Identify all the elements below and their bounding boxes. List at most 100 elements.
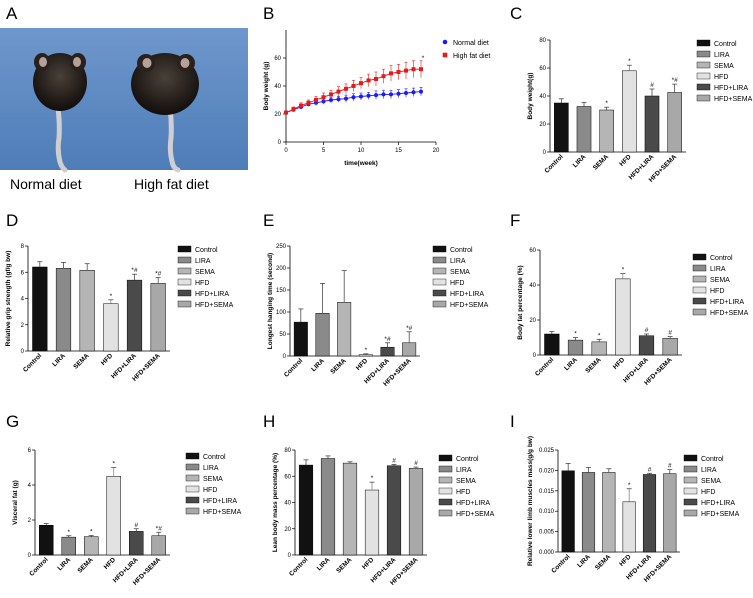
legend-label-c: HFD+LIRA — [714, 85, 748, 92]
data-point-b — [359, 94, 363, 99]
legend-swatch-f — [692, 297, 707, 305]
y-tick-label-g: 2 — [28, 518, 32, 524]
x-tick-label-d: HFD — [100, 352, 115, 367]
significance-mark-c: * — [628, 58, 631, 65]
data-point-b — [411, 90, 416, 95]
data-point-b — [351, 84, 356, 88]
legend-label-g: HFD+LIRA — [203, 498, 237, 505]
significance-mark-b: * — [422, 55, 425, 62]
y-tick-label-c: 20 — [539, 122, 546, 128]
mouse-photo — [0, 28, 248, 173]
y-tick-label-e: 100 — [276, 310, 287, 316]
x-axis-label-b: time(week) — [344, 160, 378, 167]
bar-g — [84, 536, 99, 556]
x-tick-label-e: LIRA — [310, 357, 326, 373]
legend-label-f: Control — [710, 255, 733, 262]
x-tick-label-e: Control — [283, 357, 304, 378]
legend-label-g: Control — [203, 454, 226, 461]
bar-h — [342, 462, 358, 556]
significance-mark-c: *# — [672, 77, 679, 84]
bar-i — [663, 473, 677, 553]
bar-h — [298, 464, 314, 556]
legend-label-d: Control — [195, 247, 218, 254]
y-axis-label-e: Longest hanging time (second) — [267, 253, 274, 349]
x-tick-label-d: SEMA — [72, 352, 90, 370]
y-axis-label-f: Body fat percentage (%) — [517, 265, 524, 339]
legend-swatch-h — [438, 487, 453, 495]
legend-marker-b — [442, 52, 448, 58]
panel-letter-e: E — [263, 211, 274, 230]
y-tick-label-f: 20 — [529, 318, 536, 324]
legend-swatch-e — [432, 267, 447, 275]
legend-label-e: Control — [450, 247, 473, 254]
data-point-b — [351, 95, 356, 100]
legend-label-i: LIRA — [701, 467, 717, 474]
y-tick-label-i: 0.025 — [539, 448, 555, 454]
data-point-b — [284, 110, 288, 115]
data-point-b — [291, 107, 296, 112]
data-point-b — [344, 96, 348, 101]
data-point-b — [396, 91, 401, 96]
chart-c: 0 20 40 60 80 Body weight(g) Control LIRA * SEMA *… — [527, 38, 753, 184]
legend-label-f: HFD+LIRA — [710, 299, 744, 306]
legend-swatch-e — [432, 245, 447, 253]
legend-e: Control LIRA SEMA HFD HFD+LIRA HFD+SEMA — [432, 245, 489, 309]
significance-mark-d: *# — [155, 271, 162, 278]
y-tick-label-d: 8 — [21, 244, 25, 250]
x-tick-label-i: SEMA — [594, 553, 612, 571]
chart-f: 0 20 40 60 Body fat percentage (%) Control * LI… — [517, 248, 749, 387]
legend-swatch-g — [185, 474, 200, 482]
x-tick-label-f: LIRA — [563, 356, 579, 372]
chart-d: 0 2 4 6 8 Relative grip strength (gf/g bw) Con… — [5, 244, 234, 383]
bar-e — [293, 321, 308, 357]
legend-label-c: LIRA — [714, 52, 730, 59]
legend-label-i: HFD+SEMA — [701, 511, 740, 518]
y-axis-label-c: Body weight(g) — [527, 73, 534, 120]
data-point-b — [381, 74, 386, 79]
legend-swatch-e — [432, 300, 447, 308]
high-fat-diet-mouse — [131, 53, 199, 173]
legend-label-h: HFD+LIRA — [456, 500, 490, 507]
y-tick-label-i: 0.015 — [539, 489, 555, 495]
chart-b: 0 20 40 60 0 5 10 15 20 time(week) Body weight (g)… — [263, 30, 490, 167]
bar-g — [129, 531, 144, 556]
y-tick-label-e: 150 — [276, 288, 287, 294]
bar-f — [544, 333, 560, 356]
legend-label-g: HFD — [203, 487, 217, 494]
legend-label-f: HFD — [710, 288, 724, 295]
data-point-b — [419, 67, 423, 72]
data-point-b — [396, 70, 401, 74]
x-tick-label-b: 10 — [358, 148, 365, 154]
legend-swatch-e — [432, 289, 447, 297]
y-tick-label-d: 2 — [21, 323, 25, 329]
data-point-b — [419, 89, 423, 94]
bar-d — [103, 303, 119, 352]
y-axis-label-b: Body weight (g) — [263, 62, 270, 111]
legend-swatch-g — [185, 485, 200, 493]
bar-e — [358, 354, 373, 357]
legend-swatch-f — [692, 253, 707, 261]
bar-c — [622, 70, 637, 153]
bar-i — [561, 470, 575, 553]
y-axis-label-i: Relative lower limb muscles mass(g/g bw) — [527, 436, 534, 566]
x-tick-label-c: Control — [543, 153, 564, 174]
legend-swatch-h — [438, 476, 453, 484]
significance-mark-d: *# — [131, 267, 138, 274]
legend-label-h: SEMA — [456, 478, 476, 485]
legend-swatch-d — [177, 289, 192, 297]
y-tick-label-h: 40 — [284, 501, 291, 507]
panel-letter-b: B — [263, 4, 274, 23]
legend-swatch-c — [696, 50, 711, 58]
y-tick-label-h: 0 — [288, 553, 292, 559]
legend-swatch-c — [696, 83, 711, 91]
x-tick-label-e: HFD — [355, 357, 370, 372]
significance-mark-f: * — [598, 332, 601, 339]
legend-label-g: HFD+SEMA — [203, 509, 242, 516]
legend-h: Control LIRA SEMA HFD HFD+LIRA HFD+SEMA — [438, 454, 495, 518]
y-tick-label-i: 0.020 — [539, 468, 555, 474]
y-tick-label-e: 0 — [283, 354, 287, 360]
y-tick-label-i: 0.005 — [539, 530, 555, 536]
bar-d — [55, 268, 72, 352]
